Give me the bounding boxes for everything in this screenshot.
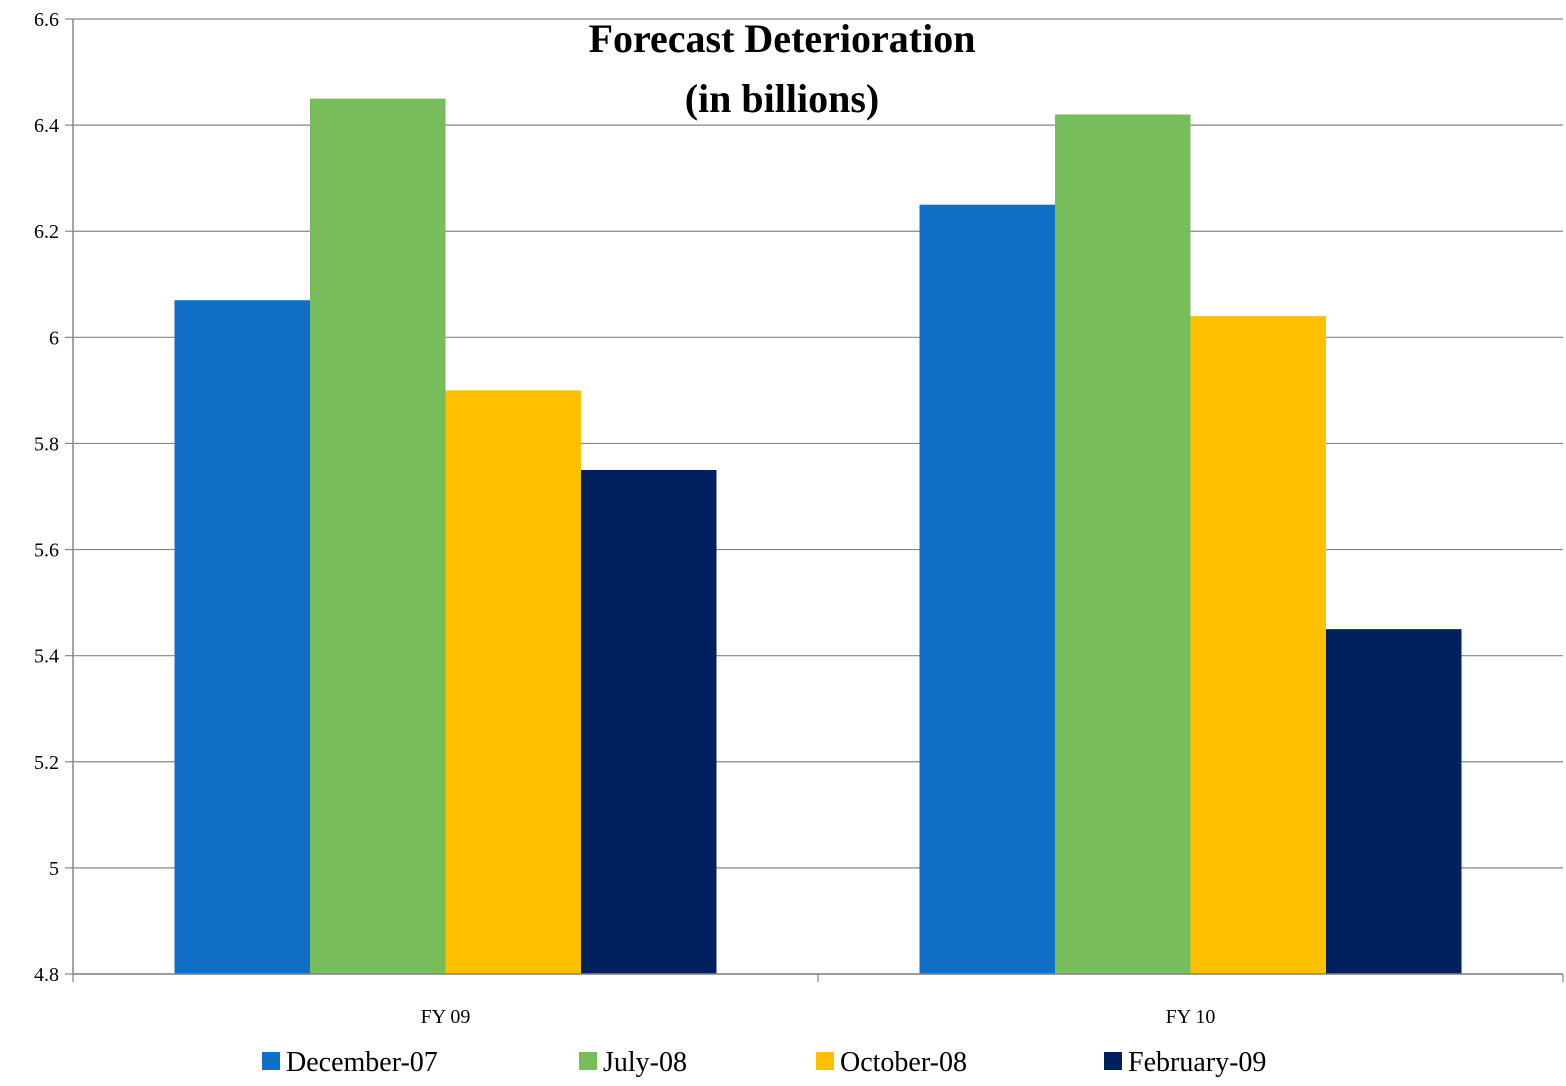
bar-february-09-fy-10: [1326, 629, 1462, 974]
legend-swatch: [816, 1052, 834, 1070]
chart-subtitle: (in billions): [685, 76, 880, 121]
axes: 4.8 5 5.2 5.4 5.6 5.8 6 6.2 6.4 6.6 FY 09 FY 10: [34, 9, 1564, 1028]
y-tick-label: 6.6: [34, 9, 59, 31]
bar-october-08-fy-09: [445, 390, 581, 974]
y-tick-label: 5.4: [34, 646, 59, 668]
legend-swatch: [579, 1052, 597, 1070]
bars: [174, 98, 1462, 975]
y-tick-label: 5.6: [34, 540, 59, 562]
bar-december-07-fy-10: [919, 204, 1055, 974]
bar-july-08-fy-09: [310, 98, 446, 975]
legend: December-07 July-08 October-08 February-09: [262, 1047, 1266, 1078]
y-tick-label: 5.2: [34, 752, 59, 774]
legend-label: October-08: [840, 1047, 967, 1078]
chart-title-group: Forecast Deterioration (in billions): [589, 16, 976, 121]
bar-february-09-fy-09: [581, 469, 717, 974]
y-tick-label: 6.2: [34, 221, 59, 243]
x-tick-label: FY 09: [421, 1006, 471, 1028]
y-tick-label: 5.8: [34, 433, 59, 455]
legend-label: February-09: [1128, 1047, 1266, 1078]
bar-december-07-fy-09: [174, 300, 310, 974]
chart-title: Forecast Deterioration: [589, 16, 976, 61]
y-tick-label: 5: [49, 858, 59, 880]
y-tick-label: 6: [49, 327, 59, 349]
legend-label: July-08: [603, 1047, 687, 1078]
bar-october-08-fy-10: [1190, 316, 1326, 975]
legend-swatch: [262, 1052, 280, 1070]
y-tick-label: 4.8: [34, 964, 59, 986]
bar-july-08-fy-10: [1055, 114, 1191, 974]
legend-label: December-07: [286, 1047, 438, 1078]
x-tick-label: FY 10: [1166, 1006, 1216, 1028]
y-tick-label: 6.4: [34, 115, 59, 137]
legend-swatch: [1104, 1052, 1122, 1070]
